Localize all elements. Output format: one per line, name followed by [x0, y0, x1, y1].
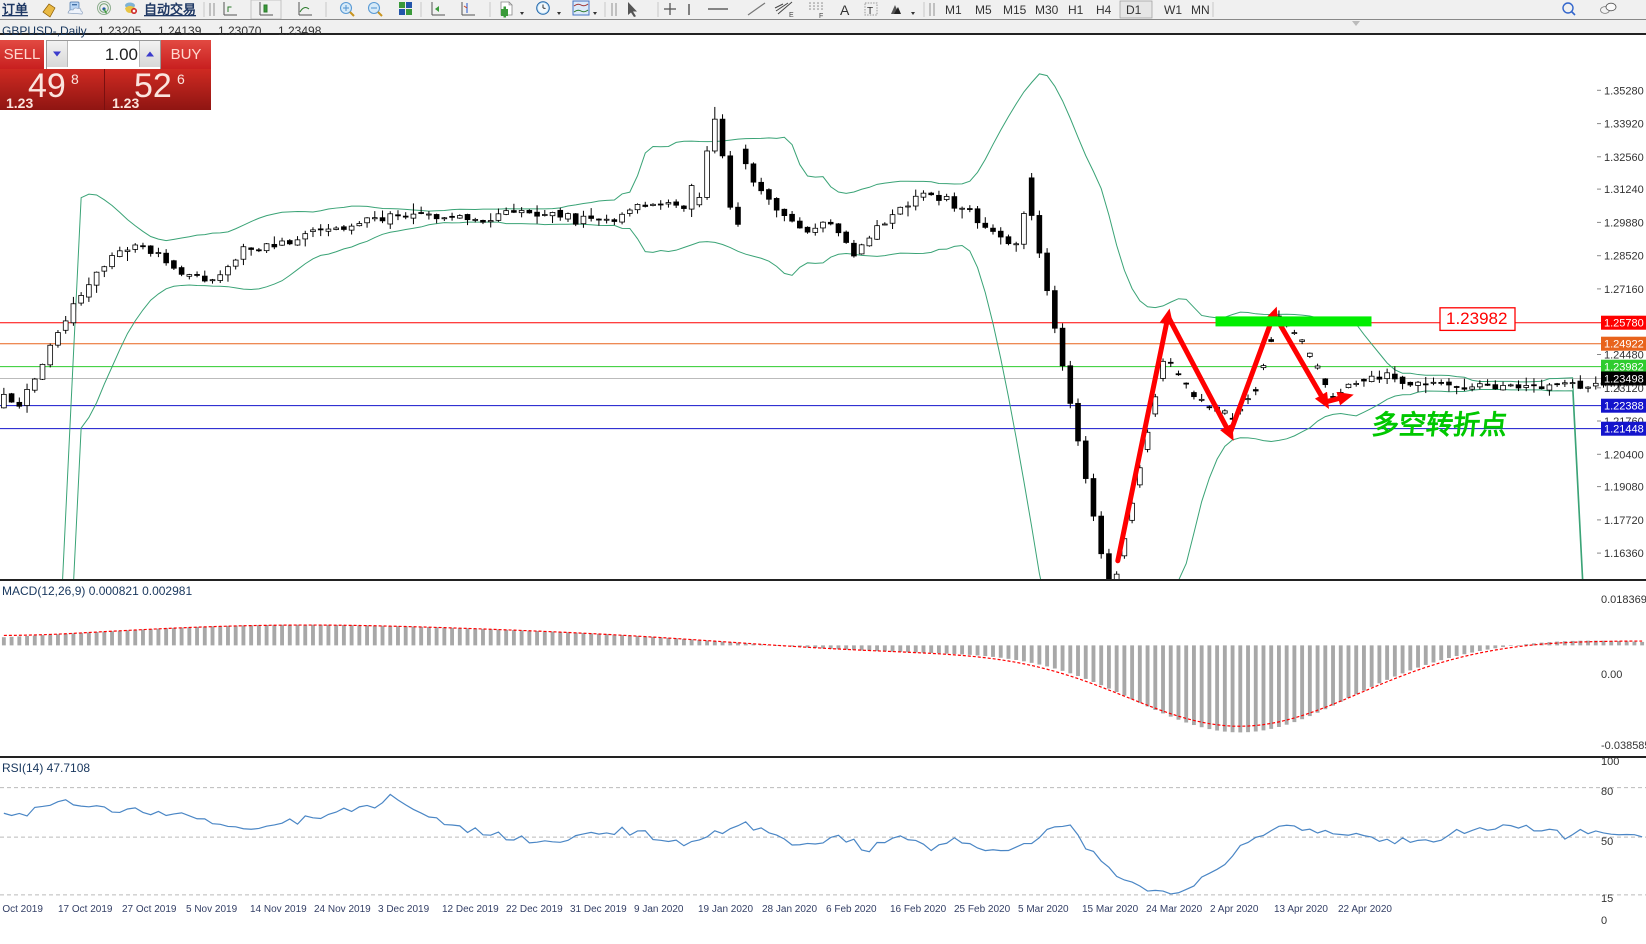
svg-text:多空转折点: 多空转折点: [1370, 409, 1508, 440]
svg-text:H4: H4: [1096, 3, 1112, 17]
svg-text:D1: D1: [1126, 3, 1142, 17]
svg-text:M1: M1: [945, 3, 962, 17]
svg-text:1.23982: 1.23982: [1446, 309, 1507, 328]
svg-text:MN: MN: [1191, 3, 1210, 17]
svg-text:M5: M5: [975, 3, 992, 17]
svg-text:M30: M30: [1035, 3, 1059, 17]
svg-text:自动交易: 自动交易: [144, 2, 196, 17]
svg-text:E: E: [789, 12, 794, 19]
svg-text:W1: W1: [1164, 3, 1182, 17]
svg-text:T: T: [867, 6, 873, 17]
svg-text:M15: M15: [1003, 3, 1027, 17]
svg-text:订单: 订单: [2, 2, 28, 17]
svg-text:F: F: [819, 13, 823, 19]
svg-text:H1: H1: [1068, 3, 1084, 17]
svg-text:A: A: [840, 2, 850, 18]
